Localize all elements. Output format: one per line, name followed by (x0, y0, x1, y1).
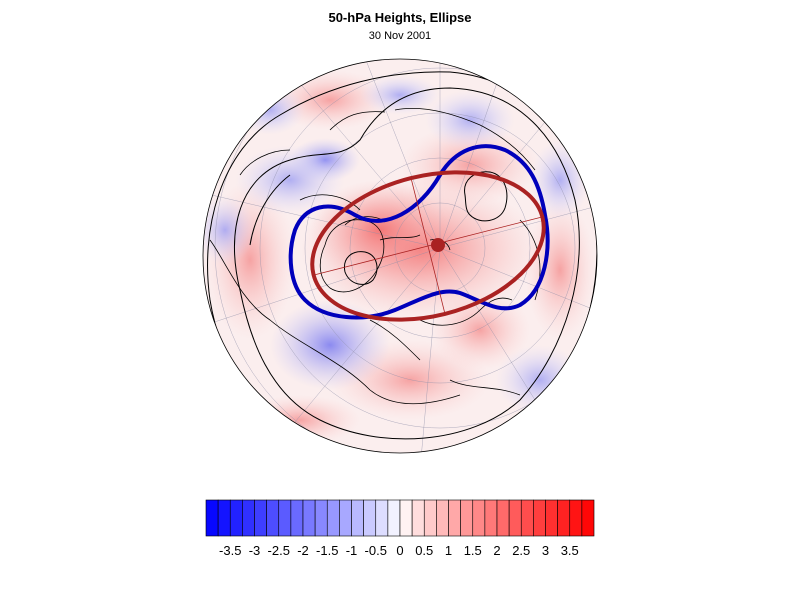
coastlines (209, 107, 541, 405)
colorbar-box (266, 499, 280, 537)
colorbar-box (423, 499, 437, 537)
vortex-edge-contour (288, 144, 550, 320)
colorbar-tick-label: 2.5 (512, 543, 530, 558)
colorbar-box (569, 499, 583, 537)
colorbar-tick-label: 3 (542, 543, 549, 558)
colorbar-tick-label: 3.5 (561, 543, 579, 558)
colorbar-tick-label: -0.5 (365, 543, 387, 558)
colorbar-tick-label: -2.5 (268, 543, 290, 558)
colorbar-box (399, 499, 413, 537)
ellipse-minor-axis (410, 177, 446, 315)
colorbar-box (533, 499, 546, 537)
colorbar-tick-label: -1.5 (316, 543, 338, 558)
colorbar-box (326, 499, 340, 537)
colorbar-box (436, 499, 449, 537)
colorbar-box (254, 499, 267, 537)
colorbar-box (217, 499, 231, 537)
colorbar-tick-label: 1.5 (464, 543, 482, 558)
colorbar-box (314, 499, 328, 537)
colorbar-box (545, 499, 558, 537)
colorbar-box (508, 499, 522, 537)
figure-title: 50-hPa Heights, Ellipse (328, 10, 472, 25)
map-boundary (202, 58, 598, 454)
colorbar-box (496, 499, 510, 537)
colorbar-box (557, 499, 571, 537)
fitted-ellipse (310, 170, 546, 322)
negative-anomaly (360, 75, 440, 115)
colorbar-boxes (205, 499, 595, 537)
negative-anomaly (203, 195, 255, 265)
colorbar-box (242, 499, 255, 537)
colorbar-tick-label: 0 (396, 543, 403, 558)
colorbar-tick-label: 2 (493, 543, 500, 558)
colorbar-box (472, 499, 486, 537)
colorbar-box (484, 499, 498, 537)
colorbar-box (375, 499, 389, 537)
colorbar-box (351, 499, 364, 537)
colorbar-box (460, 499, 474, 537)
figure-date: 30 Nov 2001 (368, 30, 432, 42)
colorbar-tick-label: -2 (297, 543, 309, 558)
colorbar-box (520, 499, 534, 537)
colorbar-box (581, 499, 595, 537)
colorbar-box (229, 499, 243, 537)
colorbar-box (278, 499, 292, 537)
colorbar-tick-label: -3 (249, 543, 261, 558)
colorbar-box (448, 499, 461, 537)
negative-anomaly (270, 300, 390, 390)
colorbar-box (339, 499, 352, 537)
negative-anomaly (425, 90, 515, 150)
negative-anomaly (235, 145, 345, 215)
colorbar-box (363, 499, 377, 537)
colorbar-labels: -3.5 -3 -2.5 -2 -1.5 -1 -0.5 0 0.5 1 1.5 2 2.5 3 3.5 (219, 543, 579, 558)
colorbar-box (205, 499, 219, 537)
colorbar-tick-label: 0.5 (415, 543, 433, 558)
colorbar-tick-label: 1 (445, 543, 452, 558)
colorbar-box (387, 499, 401, 537)
colorbar-tick-label: -1 (346, 543, 358, 558)
ellipse-center (431, 238, 445, 252)
colorbar-box (411, 499, 425, 537)
colorbar-box (290, 499, 304, 537)
colorbar-tick-label: -3.5 (219, 543, 241, 558)
colorbar-box (302, 499, 316, 537)
